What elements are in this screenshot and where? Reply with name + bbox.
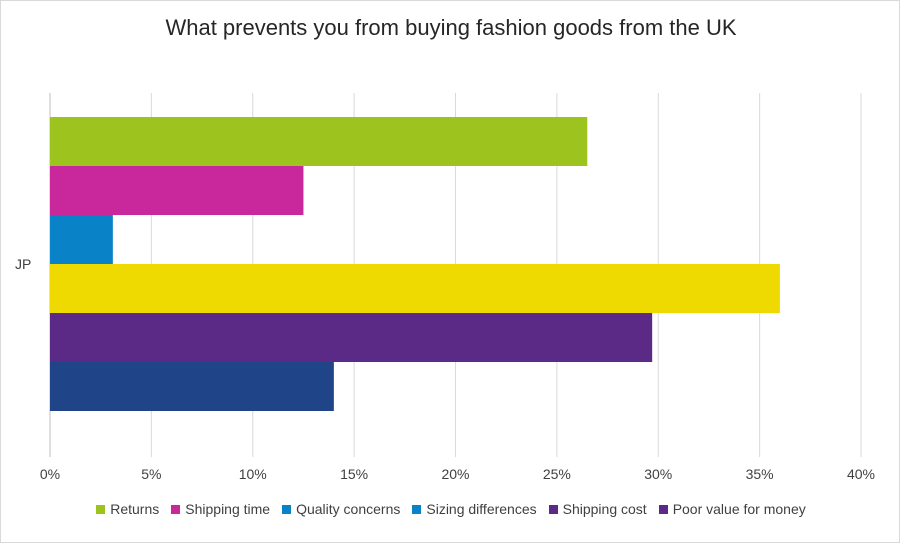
legend-swatch [171,504,181,514]
legend-swatch [96,504,106,514]
bar-sizing-differences [50,264,780,313]
legend-swatch [658,504,668,514]
x-tick-label: 10% [239,466,267,482]
x-tick-label: 15% [340,466,368,482]
bar-shipping-cost [50,313,653,362]
legend-label: Quality concerns [296,501,401,517]
chart-title: What prevents you from buying fashion go… [165,15,737,40]
legend-swatch [282,504,292,514]
x-tick-label: 20% [441,466,469,482]
legend-item: Shipping time [171,501,270,517]
bar-poor-value-for-money [50,362,334,411]
x-tick-label: 35% [746,466,774,482]
bar-returns [50,117,588,166]
legend-label: Poor value for money [672,501,806,517]
legend-item: Shipping cost [548,501,647,517]
legend-label: Sizing differences [426,501,537,517]
legend-item: Sizing differences [412,501,537,517]
legend-swatch [412,504,422,514]
bar-quality-concerns [50,215,113,264]
legend-swatch [548,504,558,514]
legend-item: Quality concerns [282,501,400,517]
x-tick-label: 30% [644,466,672,482]
x-tick-label: 5% [141,466,161,482]
x-tick-label: 25% [543,466,571,482]
legend-label: Returns [110,501,160,517]
legend-item: Poor value for money [658,501,806,517]
legend-item: Returns [96,501,159,517]
legend-label: Shipping time [185,501,271,517]
bar-shipping-time [50,166,304,215]
x-tick-label: 40% [847,466,875,482]
category-label: JP [15,256,31,272]
x-tick-label: 0% [40,466,60,482]
legend-label: Shipping cost [562,501,647,517]
chart-legend: Returns Shipping time Quality concerns Sizi… [1,501,900,517]
